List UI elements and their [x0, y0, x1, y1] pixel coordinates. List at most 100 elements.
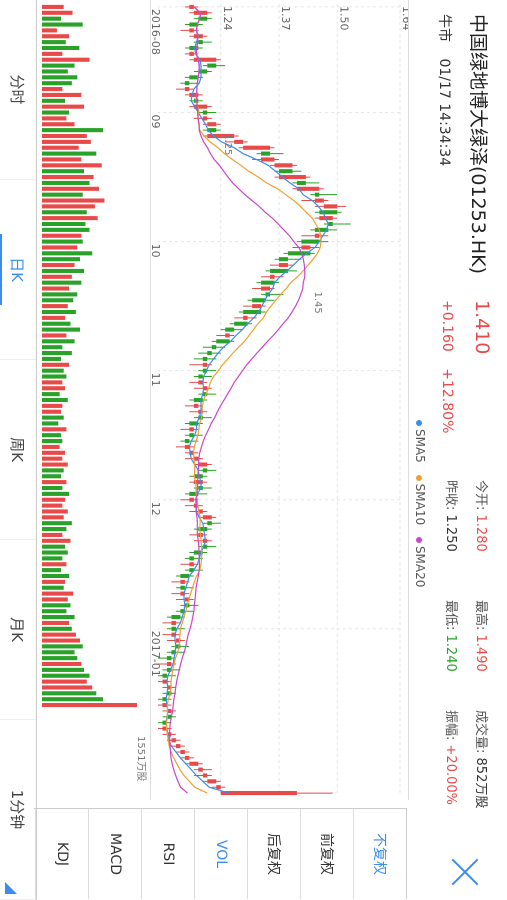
volume-bar: [41, 274, 72, 279]
tab-daily-k[interactable]: 日K: [0, 180, 36, 360]
volume-bar: [41, 485, 63, 491]
sidebar-item-no-adjust[interactable]: 不复权: [353, 809, 406, 899]
sidebar-item-forward-adjust[interactable]: 前复权: [300, 809, 353, 899]
candle-body: [278, 175, 306, 180]
tab-intraday[interactable]: 分时: [0, 0, 36, 180]
volume-bar: [41, 280, 82, 285]
candle-body: [166, 714, 172, 719]
stat-amplitude: 振幅: +20.00%: [435, 710, 465, 808]
volume-bar: [41, 439, 63, 444]
volume-bar: [42, 298, 74, 303]
volume-bar: [42, 468, 64, 473]
volume-chart[interactable]: 1551万股: [40, 0, 151, 800]
candle-body: [252, 298, 266, 303]
candle-body: [189, 75, 199, 80]
price-tick-label: 1.64: [400, 6, 408, 31]
candle-body: [198, 374, 203, 379]
low-value: 1.240: [443, 634, 458, 672]
volume-bar: [42, 356, 61, 361]
sidebar-item-backward-adjust[interactable]: 后复权: [247, 809, 300, 899]
volume-svg[interactable]: 1551万股: [40, 0, 150, 800]
candle-body: [314, 198, 324, 203]
candle-body: [216, 785, 221, 790]
candle-body: [193, 456, 199, 461]
candle-body: [220, 791, 297, 796]
volume-bar: [41, 63, 75, 68]
volume-bar: [41, 339, 75, 344]
sma10-line: [165, 6, 322, 794]
volume-bar: [42, 116, 67, 121]
volume-bar: [41, 550, 68, 555]
current-price: 1.410: [471, 300, 493, 355]
sidebar-item-macd[interactable]: MACD: [88, 809, 141, 899]
date-tick-label: 12: [150, 502, 162, 516]
volume-bar: [41, 122, 75, 127]
candlestick-svg[interactable]: 1.64 1.50 1.37 1.24 2016-08 09 10 11 12 2017-01 1.…: [149, 0, 413, 800]
sidebar-item-kdj[interactable]: KDJ: [35, 809, 88, 899]
volume-bar: [41, 386, 66, 391]
change-value: +0.160: [439, 300, 455, 352]
sidebar-item-rsi[interactable]: RSI: [141, 809, 194, 899]
candle-body: [207, 521, 212, 526]
price-tick-label: 1.24: [221, 6, 234, 31]
volume-bar: [41, 345, 63, 350]
volume-bar: [41, 92, 82, 97]
volume-bar: [42, 573, 70, 579]
candle-body: [189, 28, 194, 33]
sma20-line: [169, 6, 306, 794]
volume-bar: [42, 110, 70, 115]
sidebar-item-vol[interactable]: VOL: [194, 809, 247, 899]
sma10-dot-icon: [416, 474, 423, 481]
volume-bar: [41, 268, 85, 273]
legend-sma10: SMA10: [413, 474, 427, 525]
close-icon[interactable]: [451, 858, 479, 886]
candle-body: [171, 615, 181, 620]
volume-bar: [42, 4, 64, 9]
stats-col-1: 今开: 1.280 昨收: 1.250: [435, 480, 495, 552]
price-change: +0.160 +12.80%: [439, 300, 455, 445]
price-tick-label: 1.37: [279, 6, 292, 31]
tab-1min[interactable]: 1分钟: [0, 720, 36, 900]
volume-bar: [42, 327, 80, 332]
candle-body: [202, 116, 208, 121]
volume-bar: [42, 128, 104, 133]
tab-weekly-k[interactable]: 周K: [0, 360, 36, 540]
candle-body: [301, 239, 320, 244]
corner-indicator-icon: [5, 882, 17, 894]
candle-body: [301, 245, 311, 250]
candle-body: [184, 81, 190, 86]
period-tabs: 分时 日K 周K 月K 1分钟: [0, 0, 37, 900]
candle-body: [162, 673, 167, 678]
date-tick-label: 11: [150, 373, 162, 387]
volume-bar: [42, 34, 70, 39]
date-tick-label: 10: [150, 244, 162, 258]
tab-monthly-k[interactable]: 月K: [0, 540, 36, 720]
volume-bar: [41, 45, 80, 51]
volume-bar: [41, 157, 82, 162]
candlestick-chart[interactable]: 1.64 1.50 1.37 1.24 2016-08 09 10 11 12 2017-01 1.…: [149, 0, 413, 800]
volume-bar: [42, 644, 83, 649]
volume-bar: [41, 233, 82, 238]
stat-volume: 成交量: 852万股: [465, 710, 495, 808]
candle-body: [202, 515, 212, 520]
volume-bar: [42, 638, 80, 643]
sma5-dot-icon: [416, 420, 423, 426]
stat-low: 最低: 1.240: [435, 600, 465, 672]
volume-bar: [42, 333, 67, 338]
stat-prev: 昨收: 1.250: [435, 480, 465, 552]
candle-body: [184, 444, 190, 449]
volume-bar: [41, 169, 85, 174]
candle-body: [261, 286, 271, 291]
candle-body: [198, 40, 203, 45]
candle-body: [278, 169, 293, 174]
volume-bar: [41, 263, 75, 268]
candle-body: [184, 439, 190, 444]
volume-bar: [41, 81, 72, 86]
volume-bar: [42, 28, 57, 33]
volume-bar: [42, 198, 105, 203]
volume-bar: [42, 257, 80, 262]
candle-body: [175, 744, 181, 749]
volume-bar: [42, 186, 99, 191]
volume-bar: [41, 503, 63, 508]
